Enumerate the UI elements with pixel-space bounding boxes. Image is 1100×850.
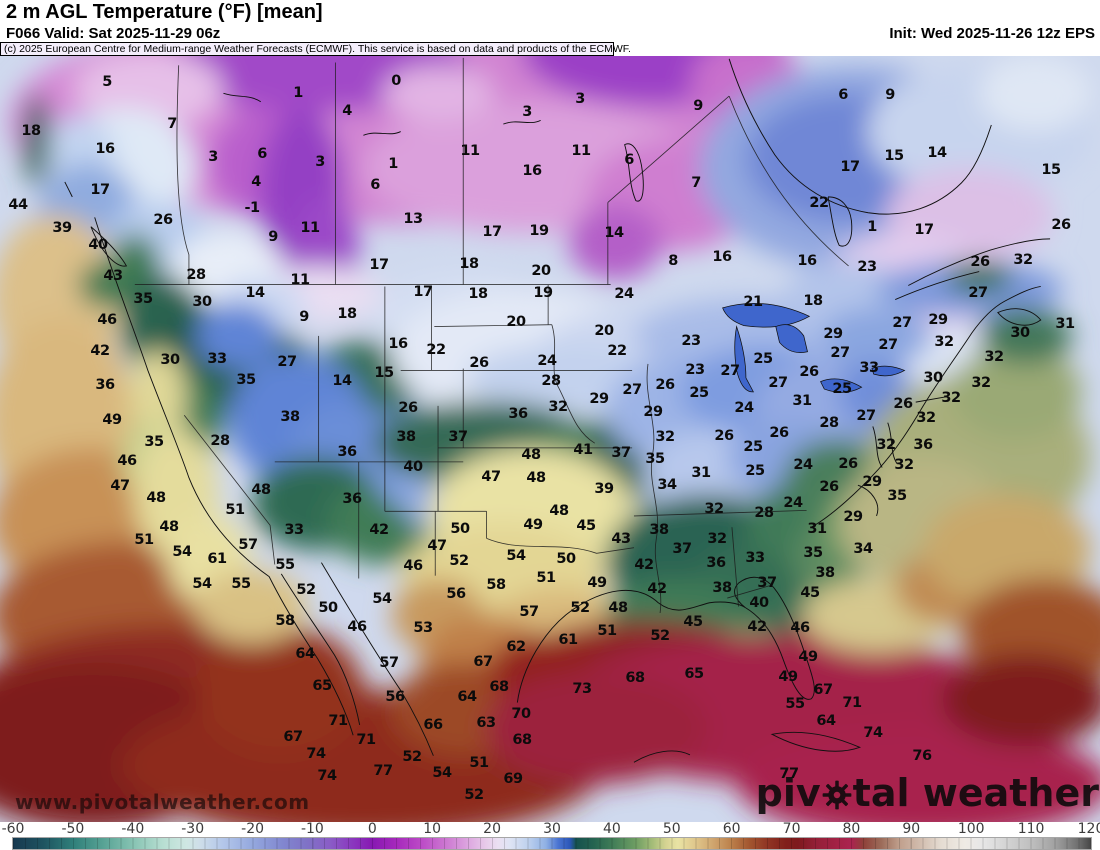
colorbar-tick: 50: [662, 821, 681, 837]
colorbar-tick: 60: [722, 821, 741, 837]
political-borders: [134, 57, 849, 614]
colorbar-tick: -40: [121, 821, 145, 837]
colorbar-tick: 80: [842, 821, 861, 837]
colorbar-tick: -20: [241, 821, 265, 837]
website-watermark: www.pivotalweather.com: [15, 790, 310, 814]
model-init-time: Init: Wed 2025-11-26 12z EPS: [889, 25, 1095, 42]
colorbar-tick: 110: [1017, 821, 1045, 837]
colorbar-tick: -60: [1, 821, 25, 837]
colorbar-tick: 20: [483, 821, 502, 837]
temperature-field-svg: [0, 56, 1100, 822]
colorbar-tick: 40: [602, 821, 621, 837]
colorbar: [12, 837, 1092, 850]
colorbar-tick: 90: [902, 821, 921, 837]
temperature-map: [0, 56, 1100, 822]
colorbar-tick: 120: [1077, 821, 1100, 837]
colorbar-tick: -30: [181, 821, 205, 837]
logo-text-suffix: tal weather: [852, 771, 1099, 815]
page-title: 2 m AGL Temperature (°F) [mean]: [6, 1, 323, 23]
colorbar-tick: 0: [367, 821, 377, 837]
colorbar-tick: -50: [61, 821, 85, 837]
colorbar-tick-labels: -60 -50 -40 -30 -20 -10 0 10 20 30 40 50 60 70 80 90 100…: [0, 821, 1100, 837]
coastlines: [64, 58, 1051, 763]
colorbar-tick: 70: [782, 821, 801, 837]
great-lakes: [722, 303, 906, 393]
colorbar-tick: 100: [957, 821, 985, 837]
gear-icon: [822, 780, 852, 810]
colorbar-tick: 10: [423, 821, 442, 837]
logo-text-prefix: piv: [755, 771, 821, 815]
colorbar-tick: -10: [300, 821, 324, 837]
temperature-shading: [0, 56, 1100, 822]
copyright-banner: (c) 2025 European Centre for Medium-rang…: [0, 42, 631, 56]
colorbar-tick: 30: [543, 821, 561, 837]
forecast-valid-time: F066 Valid: Sat 2025-11-29 06z: [6, 25, 221, 42]
pivotal-weather-logo: piv tal weather: [756, 771, 1099, 815]
colorbar-cell-lines: [13, 838, 1091, 849]
